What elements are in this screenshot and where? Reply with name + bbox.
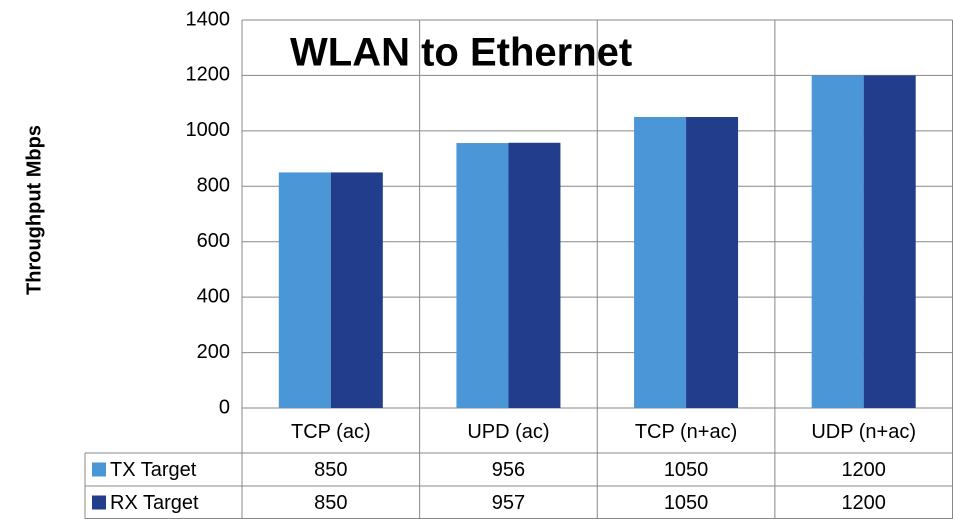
table-value: 850 (314, 492, 347, 514)
category-label: TCP (ac) (291, 421, 371, 443)
legend-label: RX Target (110, 492, 199, 514)
bar (330, 172, 383, 408)
y-tick-label: 800 (197, 175, 230, 197)
table-value: 957 (492, 492, 525, 514)
chart-title: WLAN to Ethernet (290, 31, 632, 75)
table-value: 1200 (841, 492, 886, 514)
category-label: UDP (n+ac) (811, 421, 916, 443)
table-value: 1200 (841, 459, 886, 481)
table-value: 850 (314, 459, 347, 481)
table-value: 956 (492, 459, 525, 481)
y-axis-label: Throughput Mbps (23, 125, 45, 295)
table-value: 1050 (664, 492, 709, 514)
category-label: UPD (ac) (467, 421, 549, 443)
bar (863, 75, 916, 408)
table-value: 1050 (664, 459, 709, 481)
y-tick-label: 1000 (186, 119, 231, 141)
y-tick-label: 0 (219, 396, 230, 418)
y-tick-label: 1400 (186, 8, 231, 30)
y-tick-label: 600 (197, 230, 230, 252)
y-tick-label: 200 (197, 341, 230, 363)
bar (686, 117, 739, 408)
bar (634, 117, 687, 408)
bar (278, 172, 331, 408)
legend-swatch (92, 462, 106, 477)
y-tick-label: 1200 (186, 64, 231, 86)
legend-swatch (92, 495, 106, 510)
bar (811, 75, 864, 408)
legend-label: TX Target (110, 459, 197, 481)
y-tick-label: 400 (197, 285, 230, 307)
bar (508, 142, 561, 408)
bar (456, 143, 509, 408)
category-label: TCP (n+ac) (635, 421, 737, 443)
